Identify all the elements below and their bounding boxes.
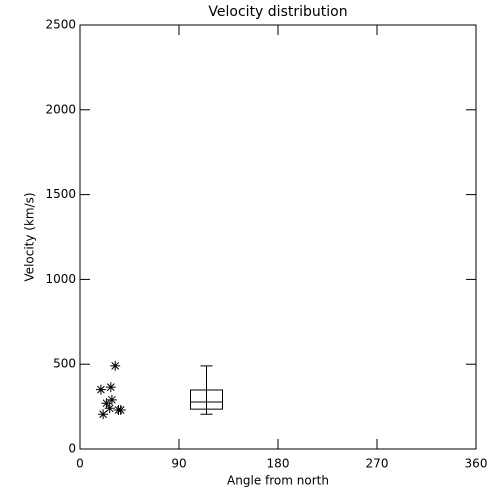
plot-frame bbox=[79, 24, 477, 450]
asterisk-point bbox=[106, 394, 117, 405]
y-tick-label: 1000 bbox=[45, 272, 76, 286]
x-tick-label: 360 bbox=[465, 457, 488, 471]
asterisk-point bbox=[101, 398, 112, 409]
box bbox=[190, 389, 223, 410]
y-tick-label: 2500 bbox=[45, 18, 76, 32]
x-tick-label: 180 bbox=[267, 457, 290, 471]
asterisk-point bbox=[105, 382, 116, 393]
x-tick-label: 90 bbox=[171, 457, 186, 471]
x-axis-label: Angle from north bbox=[227, 474, 329, 488]
y-tick-label: 1500 bbox=[45, 187, 76, 201]
x-tick-label: 0 bbox=[76, 457, 84, 471]
asterisk-point bbox=[115, 404, 126, 415]
x-tick-label: 270 bbox=[366, 457, 389, 471]
asterisk-point bbox=[110, 360, 121, 371]
y-tick-label: 500 bbox=[53, 357, 76, 371]
y-axis-label: Velocity (km/s) bbox=[23, 192, 37, 281]
asterisk-point bbox=[95, 384, 106, 395]
asterisk-point bbox=[98, 409, 109, 420]
asterisk-point bbox=[104, 403, 115, 414]
y-tick-label: 0 bbox=[68, 442, 76, 456]
chart-title: Velocity distribution bbox=[208, 4, 347, 20]
y-tick-label: 2000 bbox=[45, 102, 76, 116]
